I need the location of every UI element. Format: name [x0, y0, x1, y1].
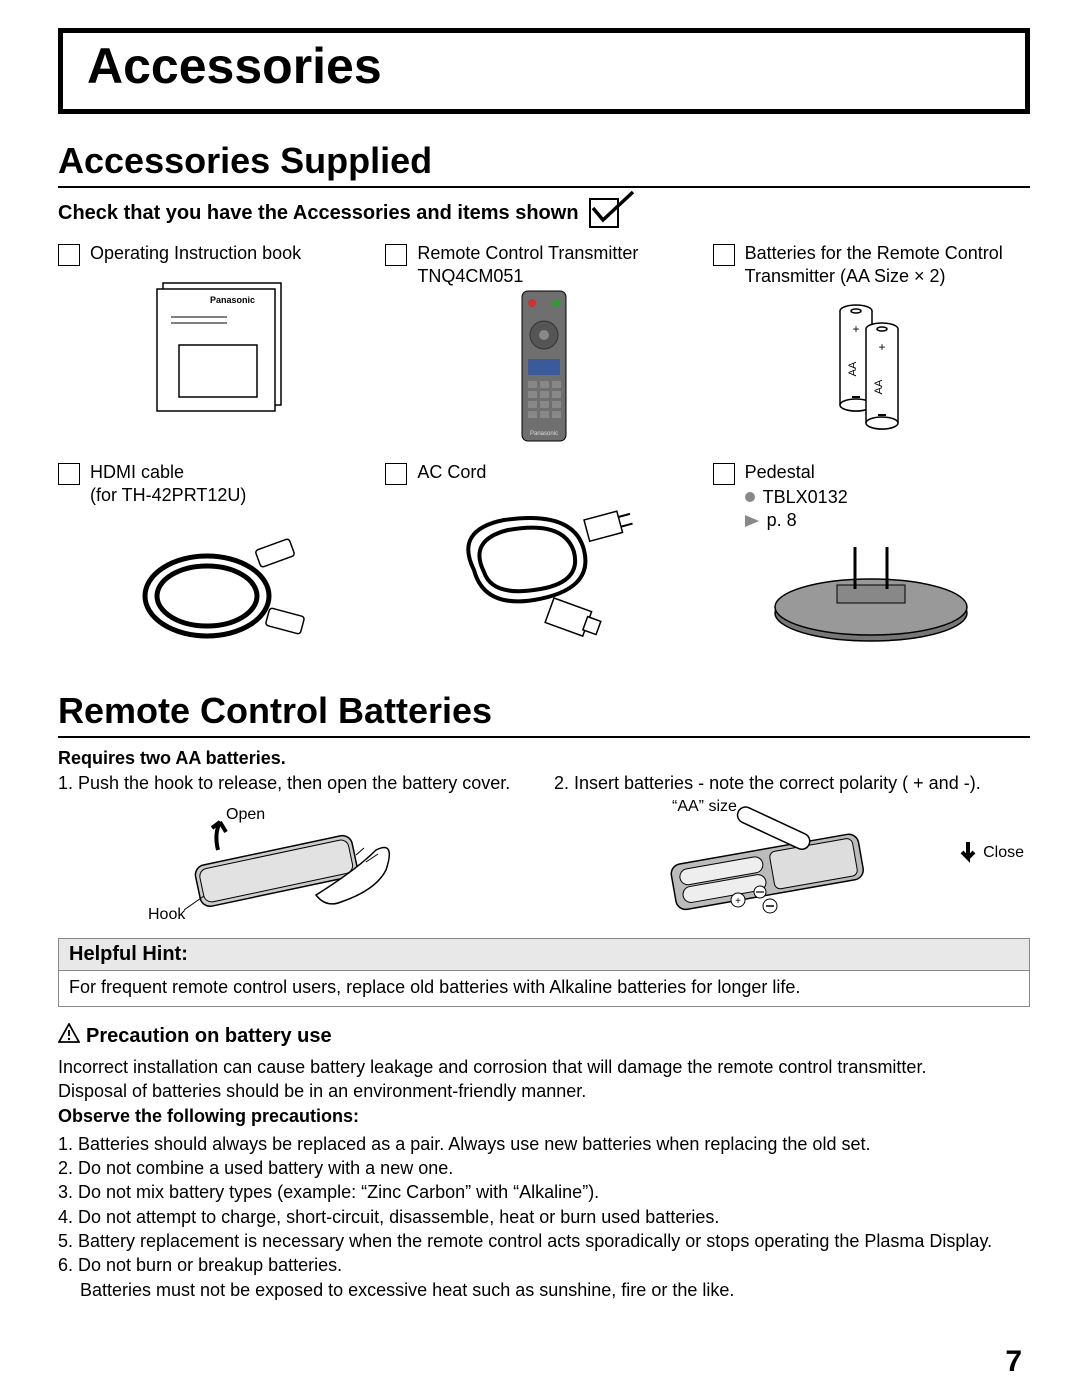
svg-text:Panasonic: Panasonic [530, 431, 558, 437]
accessory-pageref: p. 8 [767, 509, 797, 532]
accessory-label: HDMI cable [90, 461, 246, 484]
precaution-observe: Observe the following precautions: [58, 1104, 1030, 1128]
precaution-intro2: Disposal of batteries should be in an en… [58, 1079, 1030, 1103]
precaution-item: 2. Do not combine a used battery with a … [80, 1156, 1030, 1180]
label-hook: Hook [148, 906, 185, 924]
accessory-sublabel: (for TH-42PRT12U) [90, 484, 246, 507]
precaution-title-text: Precaution on battery use [86, 1025, 332, 1048]
hdmi-illustration [58, 506, 375, 666]
battery-steps: 1. Push the hook to release, then open t… [58, 773, 1030, 920]
checkbox-icon [385, 244, 407, 266]
accessory-item: Operating Instruction book Panasonic [58, 242, 375, 447]
accessory-part: TBLX0132 [763, 486, 848, 509]
precaution-list: 1. Batteries should always be replaced a… [58, 1132, 1030, 1302]
step2-illustration: + “AA” size Close [554, 800, 1030, 920]
checkbox-icon [713, 244, 735, 266]
checkmark-icon [589, 198, 619, 228]
hint-body: For frequent remote control users, repla… [58, 971, 1030, 1007]
page-number: 7 [1005, 1345, 1022, 1379]
accessory-sublabel: Transmitter (AA Size × 2) [745, 265, 1003, 288]
hint-title-box: Helpful Hint: [58, 938, 1030, 971]
book-illustration: Panasonic [58, 266, 375, 426]
accord-illustration [385, 485, 702, 645]
checkbox-icon [58, 244, 80, 266]
label-close: Close [983, 844, 1024, 862]
svg-text:+: + [735, 896, 741, 907]
rule [58, 736, 1030, 738]
svg-text:Panasonic: Panasonic [210, 295, 255, 305]
precaution-heading: Precaution on battery use [58, 1023, 1030, 1049]
precaution-item: 6. Do not burn or breakup batteries. [80, 1253, 1030, 1277]
section-heading-batteries: Remote Control Batteries [58, 690, 1030, 732]
checkbox-icon [385, 463, 407, 485]
accessory-label: Remote Control Transmitter [417, 242, 638, 265]
svg-text:+: + [853, 322, 860, 336]
check-instruction-label: Check that you have the Accessories and … [58, 202, 579, 225]
accessories-grid: Operating Instruction book Panasonic [58, 242, 1030, 666]
manual-page: Accessories Accessories Supplied Check t… [0, 0, 1080, 1397]
precaution-body: Incorrect installation can cause battery… [58, 1055, 1030, 1302]
accessory-label: Batteries for the Remote Control [745, 242, 1003, 265]
checkbox-icon [713, 463, 735, 485]
section-heading-supplied: Accessories Supplied [58, 140, 1030, 182]
accessory-label: Operating Instruction book [90, 242, 301, 265]
batteries-illustration: + AA + AA [713, 287, 1030, 447]
accessory-label: AC Cord [417, 461, 486, 484]
precaution-item: 3. Do not mix battery types (example: “Z… [80, 1180, 1030, 1204]
precaution-item: 5. Battery replacement is necessary when… [80, 1229, 1030, 1253]
accessory-label: Pedestal [745, 461, 848, 484]
svg-text:AA: AA [873, 379, 885, 394]
precaution-item-tail: Batteries must not be exposed to excessi… [80, 1278, 1030, 1302]
warning-icon [58, 1023, 80, 1049]
rule [58, 186, 1030, 188]
step-text: 2. Insert batteries - note the correct p… [554, 773, 1030, 794]
accessory-item: AC Cord [385, 461, 702, 666]
label-aa: “AA” size [672, 798, 737, 816]
remote-illustration: Panasonic [385, 287, 702, 447]
page-title: Accessories [87, 37, 1001, 95]
accessory-item: Batteries for the Remote Control Transmi… [713, 242, 1030, 447]
arrow-down-icon [958, 840, 980, 868]
arrow-up-icon [206, 814, 236, 854]
checkbox-icon [58, 463, 80, 485]
page-title-box: Accessories [58, 28, 1030, 114]
precaution-item: 4. Do not attempt to charge, short-circu… [80, 1205, 1030, 1229]
pointer-line-icon [184, 896, 208, 914]
precaution-intro1: Incorrect installation can cause battery… [58, 1055, 1030, 1079]
svg-text:AA: AA [847, 361, 859, 376]
accessory-item: Pedestal TBLX0132 p. 8 [713, 461, 1030, 666]
bullet-icon [745, 492, 755, 502]
check-instruction-row: Check that you have the Accessories and … [58, 198, 1030, 228]
step1-illustration: Open Hook [58, 800, 534, 920]
step-1: 1. Push the hook to release, then open t… [58, 773, 534, 920]
precaution-item: 1. Batteries should always be replaced a… [80, 1132, 1030, 1156]
accessory-item: Remote Control Transmitter TNQ4CM051 [385, 242, 702, 447]
svg-text:+: + [879, 340, 886, 354]
arrow-icon [745, 515, 759, 527]
requires-label: Requires two AA batteries. [58, 748, 1030, 769]
accessory-sublabel: TNQ4CM051 [417, 265, 638, 288]
step-text: 1. Push the hook to release, then open t… [58, 773, 534, 794]
hint-title: Helpful Hint: [69, 943, 188, 965]
pedestal-illustration [713, 532, 1030, 652]
step-2: 2. Insert batteries - note the correct p… [554, 773, 1030, 920]
accessory-item: HDMI cable (for TH-42PRT12U) [58, 461, 375, 666]
